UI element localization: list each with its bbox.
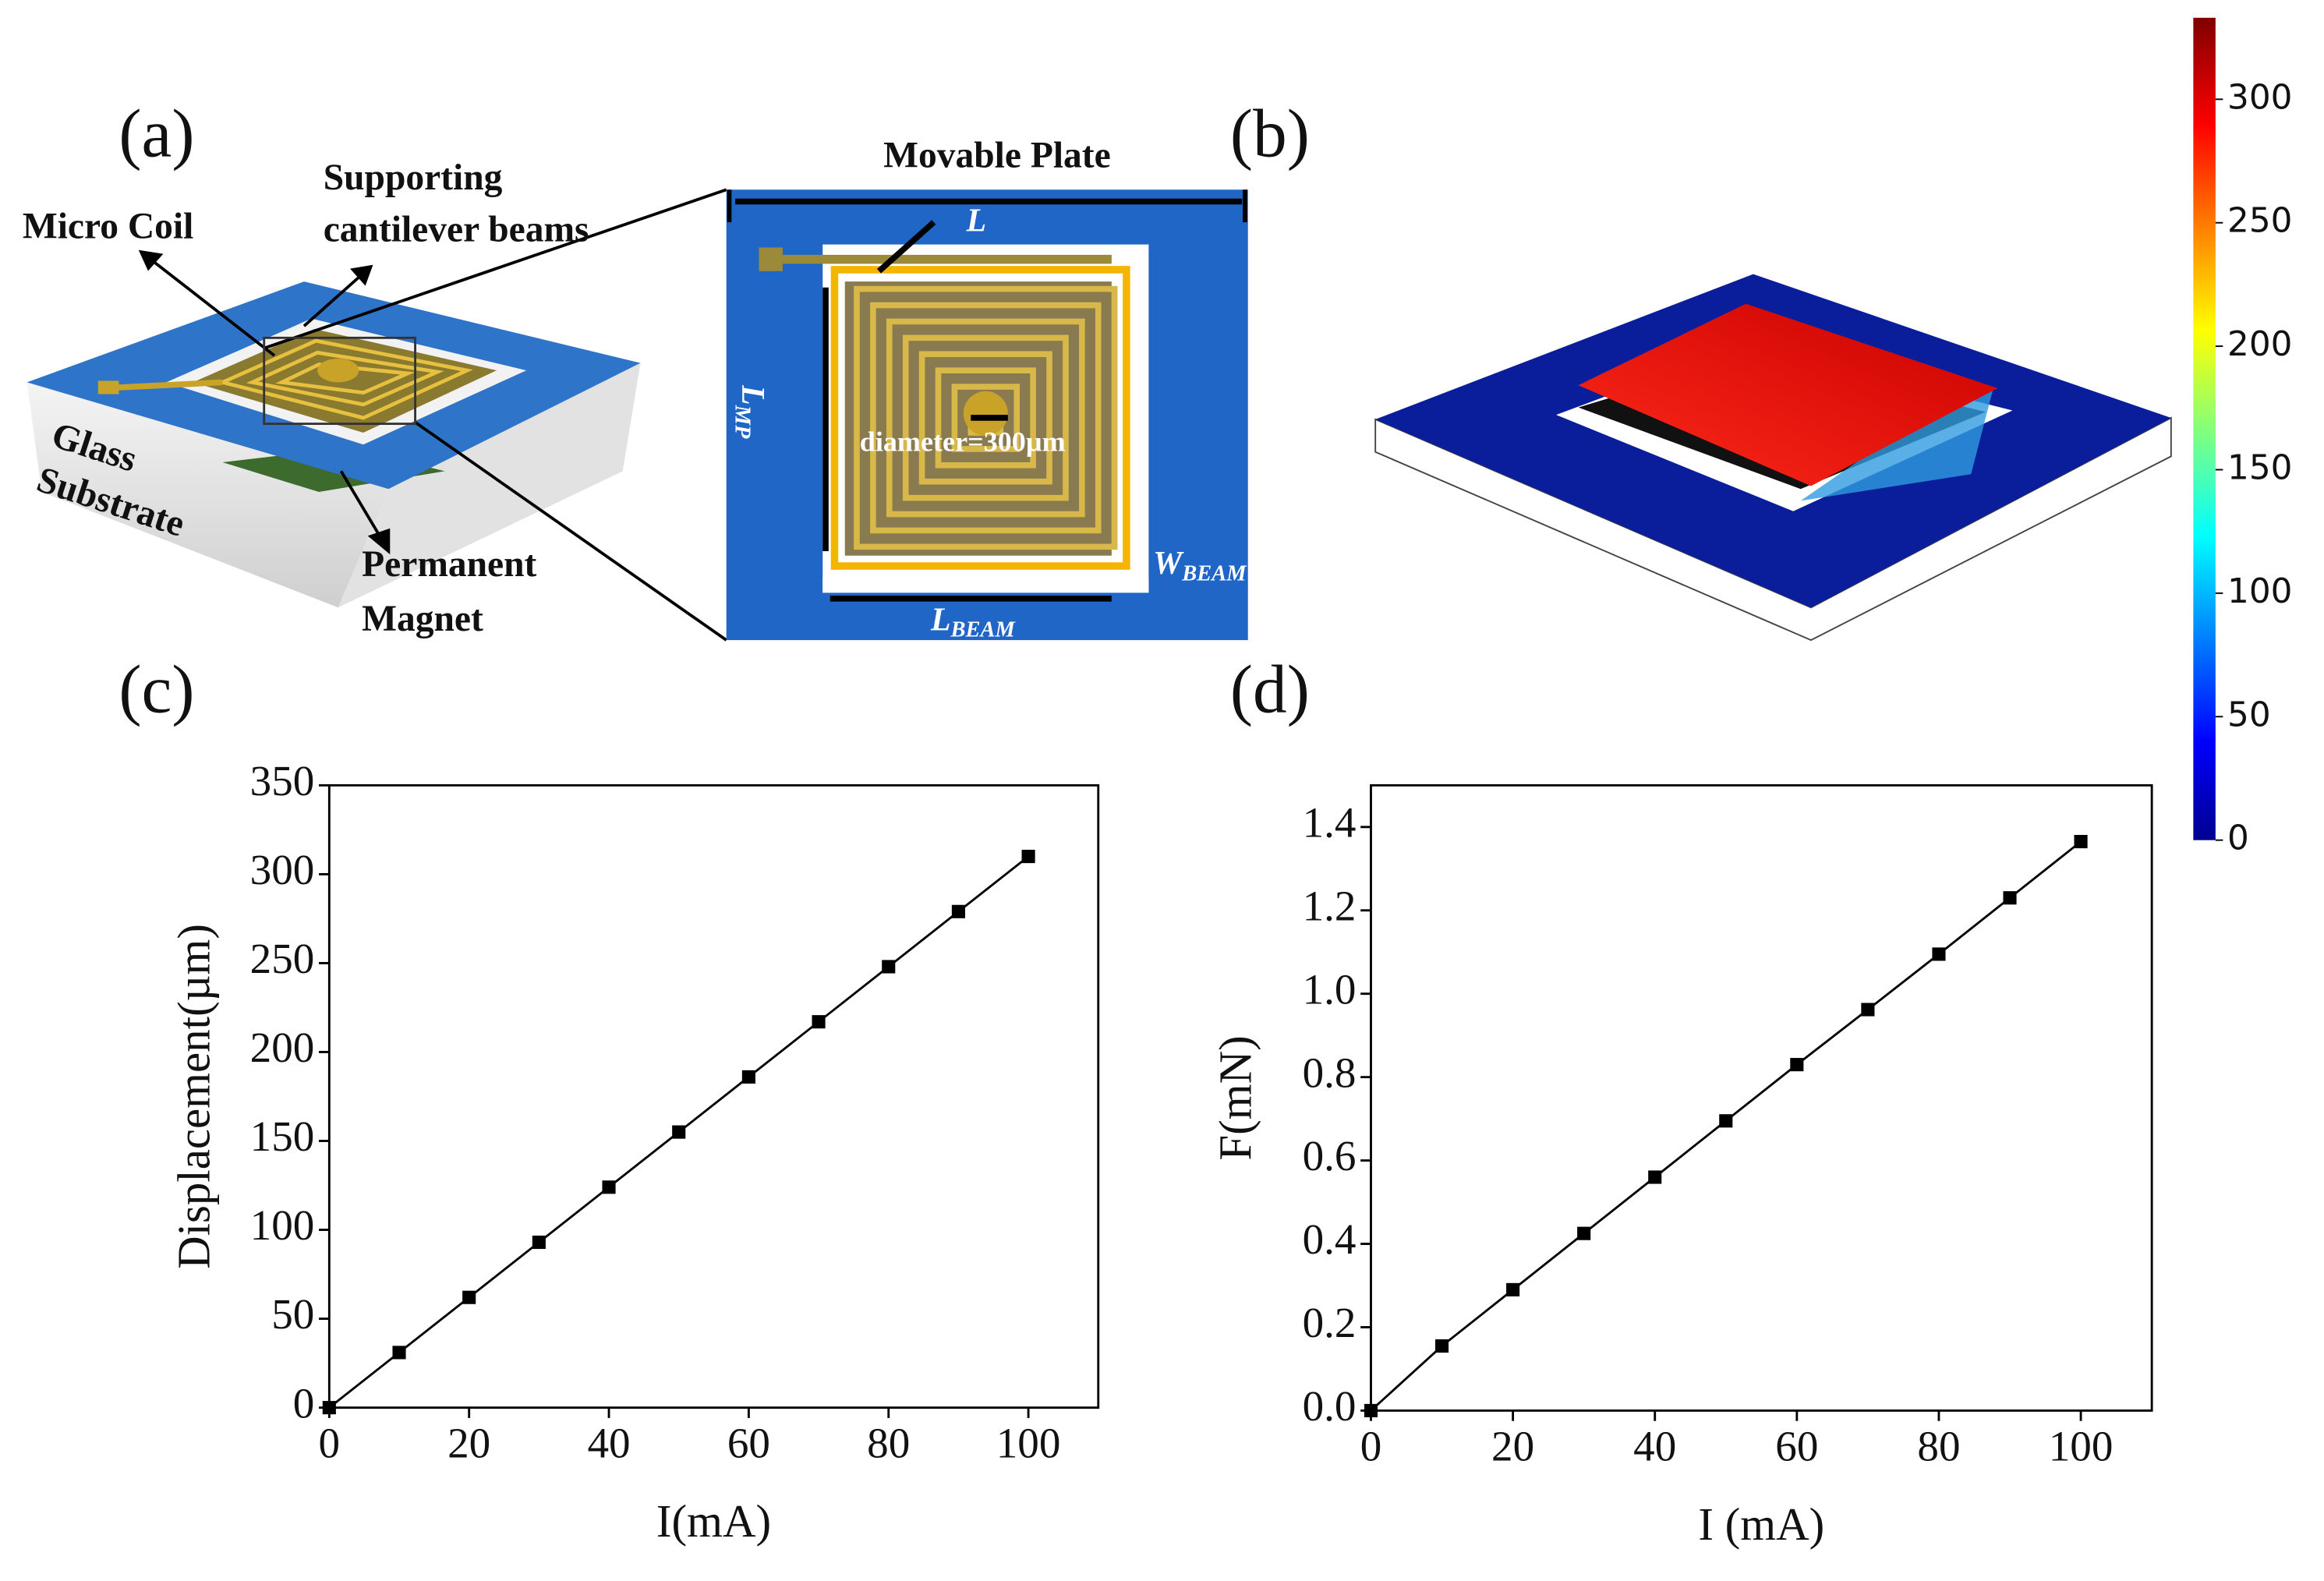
fem-render (1374, 17, 2216, 840)
y-tick-label: 350 (250, 757, 315, 805)
label: diameter=300µm (860, 426, 1066, 457)
label: Magnet (362, 599, 483, 639)
colorbar-tick-label: 0 (2227, 819, 2249, 858)
label-main: W (1153, 546, 1184, 582)
x-tick-label: 0 (319, 1420, 341, 1467)
data-point (812, 1015, 826, 1029)
data-point (1932, 947, 1946, 961)
y-tick-label: 0.4 (1303, 1215, 1357, 1263)
panel-label: (c) (118, 651, 194, 727)
data-point (322, 1401, 336, 1415)
panel-label: (b) (1230, 96, 1310, 172)
data-point (602, 1180, 616, 1194)
x-tick-label: 60 (727, 1420, 770, 1467)
label-main: L (930, 602, 951, 638)
data-point (1861, 1003, 1875, 1017)
data-point (2003, 891, 2017, 905)
colorbar-tick-label: 100 (2227, 571, 2292, 611)
x-tick-label: 20 (1491, 1422, 1534, 1470)
label: Micro Coil (23, 207, 193, 247)
label-sub: BEAM (1181, 561, 1247, 585)
zoom-box (263, 336, 416, 426)
y-tick-label: 150 (250, 1112, 315, 1160)
x-axis-title: I(mA) (656, 1495, 771, 1547)
data-point (1021, 850, 1035, 864)
data-point (1790, 1058, 1804, 1072)
colorbar-tick-label: 300 (2227, 77, 2292, 117)
y-tick-label: 100 (250, 1201, 315, 1249)
data-point (1577, 1226, 1591, 1240)
data-point (2074, 834, 2088, 849)
y-tick-label: 200 (250, 1024, 315, 1071)
label-sub: MP (730, 405, 755, 439)
data-point (462, 1290, 476, 1304)
device-3d (27, 281, 641, 608)
colorbar-tick-label: 50 (2227, 695, 2271, 734)
coil-turn (918, 351, 1052, 485)
x-tick-label: 40 (587, 1420, 630, 1467)
x-tick-label: 80 (1917, 1422, 1960, 1470)
inset (726, 189, 1248, 641)
x-tick-label: 80 (867, 1420, 910, 1467)
label: Supporting (324, 157, 503, 198)
data-point (1364, 1403, 1378, 1417)
coil-turn (854, 285, 1118, 550)
x-axis-title: I (mA) (1698, 1498, 1824, 1550)
coil-turn (886, 318, 1085, 518)
data-point (1434, 1339, 1449, 1353)
y-tick-label: 0.0 (1303, 1382, 1357, 1430)
y-axis-title: F(mN) (1210, 1035, 1261, 1160)
label-sub: BEAM (950, 617, 1017, 642)
data-point (951, 904, 965, 918)
label: Permanent (362, 544, 536, 585)
data-point (1506, 1282, 1520, 1296)
x-tick-label: 60 (1775, 1422, 1818, 1470)
y-tick-label: 50 (271, 1290, 314, 1338)
y-tick-label: 0.2 (1303, 1299, 1357, 1346)
data-point (392, 1346, 406, 1360)
coil-turn (935, 367, 1036, 469)
label: WBEAM (1153, 546, 1247, 585)
label: L (966, 203, 987, 239)
y-tick-label: 1.2 (1303, 882, 1357, 929)
data-point (532, 1235, 546, 1250)
coil-turn (902, 334, 1069, 501)
colorbar-tick-label: 200 (2227, 324, 2292, 364)
y-tick-label: 0 (293, 1379, 315, 1427)
data-point (882, 960, 896, 974)
x-tick-label: 20 (447, 1420, 490, 1467)
x-tick-label: 100 (996, 1420, 1061, 1467)
colorbar-tick-label: 150 (2227, 448, 2292, 488)
label: Movable Plate (883, 135, 1111, 175)
panel-label: (d) (1230, 651, 1310, 727)
plot-frame (1370, 783, 2153, 1412)
panel-label: (a) (118, 96, 194, 172)
label-main: L (735, 384, 771, 405)
y-tick-label: 1.0 (1303, 965, 1357, 1013)
x-tick-label: 0 (1360, 1422, 1382, 1470)
plot-frame (327, 783, 1100, 1409)
y-tick-label: 0.8 (1303, 1049, 1357, 1096)
coil-turn (870, 302, 1102, 534)
y-tick-label: 250 (250, 935, 315, 982)
leader-lines (138, 188, 727, 642)
x-tick-label: 100 (2049, 1422, 2114, 1470)
coil-turn (951, 384, 1021, 452)
y-tick-label: 1.4 (1303, 798, 1357, 846)
y-tick-label: 0.6 (1303, 1132, 1357, 1180)
y-axis-title: Displacement(µm) (168, 924, 220, 1269)
data-point (741, 1070, 755, 1084)
label: cantilever beams (324, 209, 589, 249)
y-tick-label: 300 (250, 846, 315, 893)
x-tick-label: 40 (1633, 1422, 1676, 1470)
data-point (672, 1125, 686, 1139)
colorbar-tick-label: 250 (2227, 201, 2292, 241)
data-point (1719, 1114, 1733, 1128)
label: LBEAM (930, 602, 1017, 642)
data-point (1648, 1170, 1662, 1184)
label: LMP (730, 384, 770, 439)
